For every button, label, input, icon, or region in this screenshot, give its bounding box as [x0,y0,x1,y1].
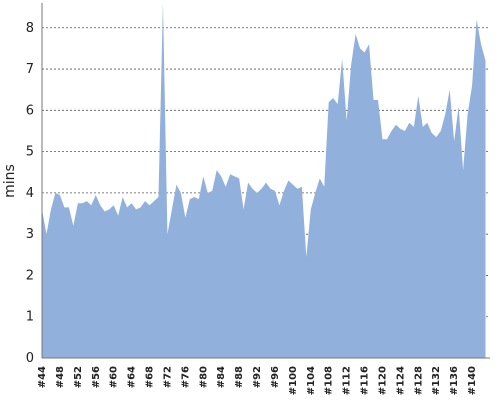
x-tick-label: #56 [91,366,102,388]
x-tick-label: #44 [37,366,48,388]
x-tick-label: #120 [377,366,388,395]
y-tick-label: 7 [26,62,34,77]
y-tick-label: 3 [26,227,34,242]
x-tick-label: #140 [467,366,478,395]
x-tick-label: #124 [395,366,406,395]
x-tick-label: #116 [360,366,371,395]
y-tick-label: 5 [26,145,34,160]
y-tick-label: 1 [26,310,34,325]
y-tick-label: 0 [26,351,34,366]
x-tick-label: #64 [127,366,138,388]
x-tick-label: #84 [216,366,227,388]
x-tick-label: #88 [234,366,245,388]
x-tick-label: #104 [306,366,317,395]
y-tick-label: 4 [26,186,34,201]
x-tick-label: #100 [288,366,299,395]
x-tick-label: #72 [162,366,173,388]
x-tick-label: #136 [449,366,460,395]
x-tick-label: #80 [198,366,209,388]
y-tick-label: 6 [26,103,34,118]
x-tick-label: #128 [413,366,424,395]
x-tick-label: #108 [324,366,335,395]
x-tick-label: #112 [342,366,353,395]
x-tick-label: #76 [180,366,191,388]
x-tick-label: #96 [270,366,281,388]
x-tick-label: #68 [145,366,156,388]
x-tick-label: #48 [55,366,66,388]
area [42,3,486,358]
y-axis-label: mins [2,164,18,198]
x-tick-label: #92 [252,366,263,388]
y-tick-label: 8 [26,21,34,36]
x-tick-label: #60 [109,366,120,388]
x-tick-label: #132 [431,366,442,395]
x-tick-label: #52 [73,366,84,388]
y-tick-label: 2 [26,268,34,283]
